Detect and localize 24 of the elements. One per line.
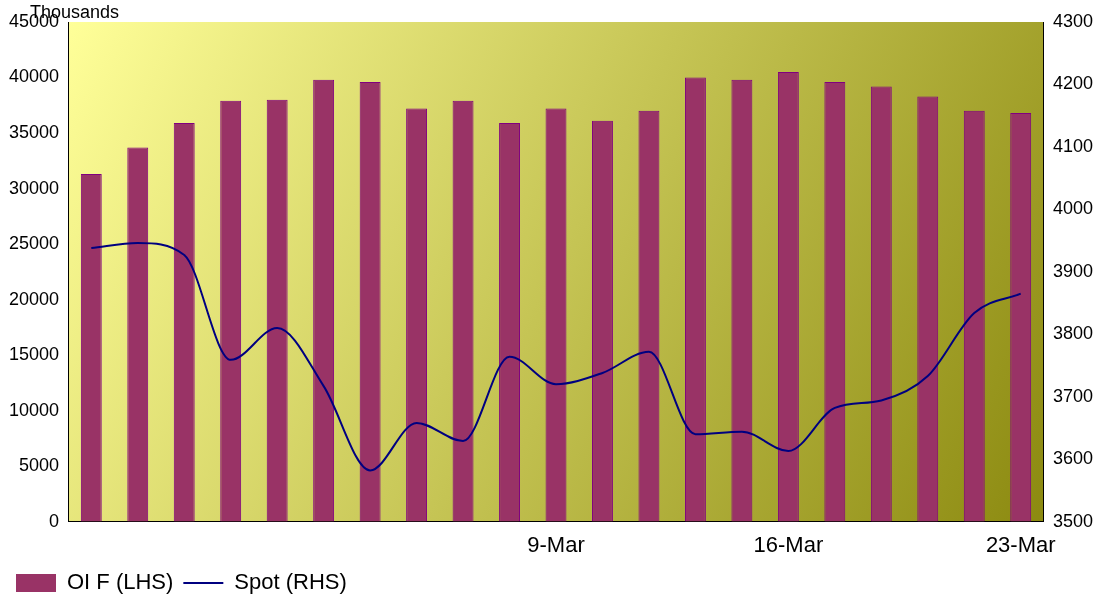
y2-tick-label: 4300	[1052, 10, 1093, 31]
y-tick-label: 25000	[8, 233, 60, 254]
y2-tick-label: 3700	[1052, 385, 1093, 406]
y-tick-label: 30000	[8, 177, 60, 198]
legend-label: OI F (LHS)	[67, 569, 174, 595]
y2-tick-label: 3900	[1052, 260, 1093, 281]
y-tick-label: 10000	[8, 399, 60, 420]
x-tick-label: 16-Mar	[753, 531, 824, 557]
legend-label: Spot (RHS)	[234, 569, 347, 595]
y2-tick-label: 4100	[1052, 135, 1093, 156]
y2-tick-label: 3500	[1052, 510, 1093, 531]
x-tick-label: 9-Mar	[527, 531, 585, 557]
y-tick-label: 20000	[8, 288, 60, 309]
x-tick-label: 23-Mar	[985, 531, 1056, 557]
y-tick-label: 15000	[8, 344, 60, 365]
y-tick-label: 40000	[8, 66, 60, 87]
y2-tick-label: 4200	[1052, 73, 1093, 94]
y-tick-label: 0	[49, 510, 60, 531]
y2-tick-label: 4000	[1052, 198, 1093, 219]
y2-tick-label: 3600	[1052, 448, 1093, 469]
y-tick-label: 35000	[8, 121, 60, 142]
y-tick-label: 5000	[19, 455, 60, 476]
y2-tick-label: 3800	[1052, 323, 1093, 344]
line-series	[90, 242, 1022, 472]
